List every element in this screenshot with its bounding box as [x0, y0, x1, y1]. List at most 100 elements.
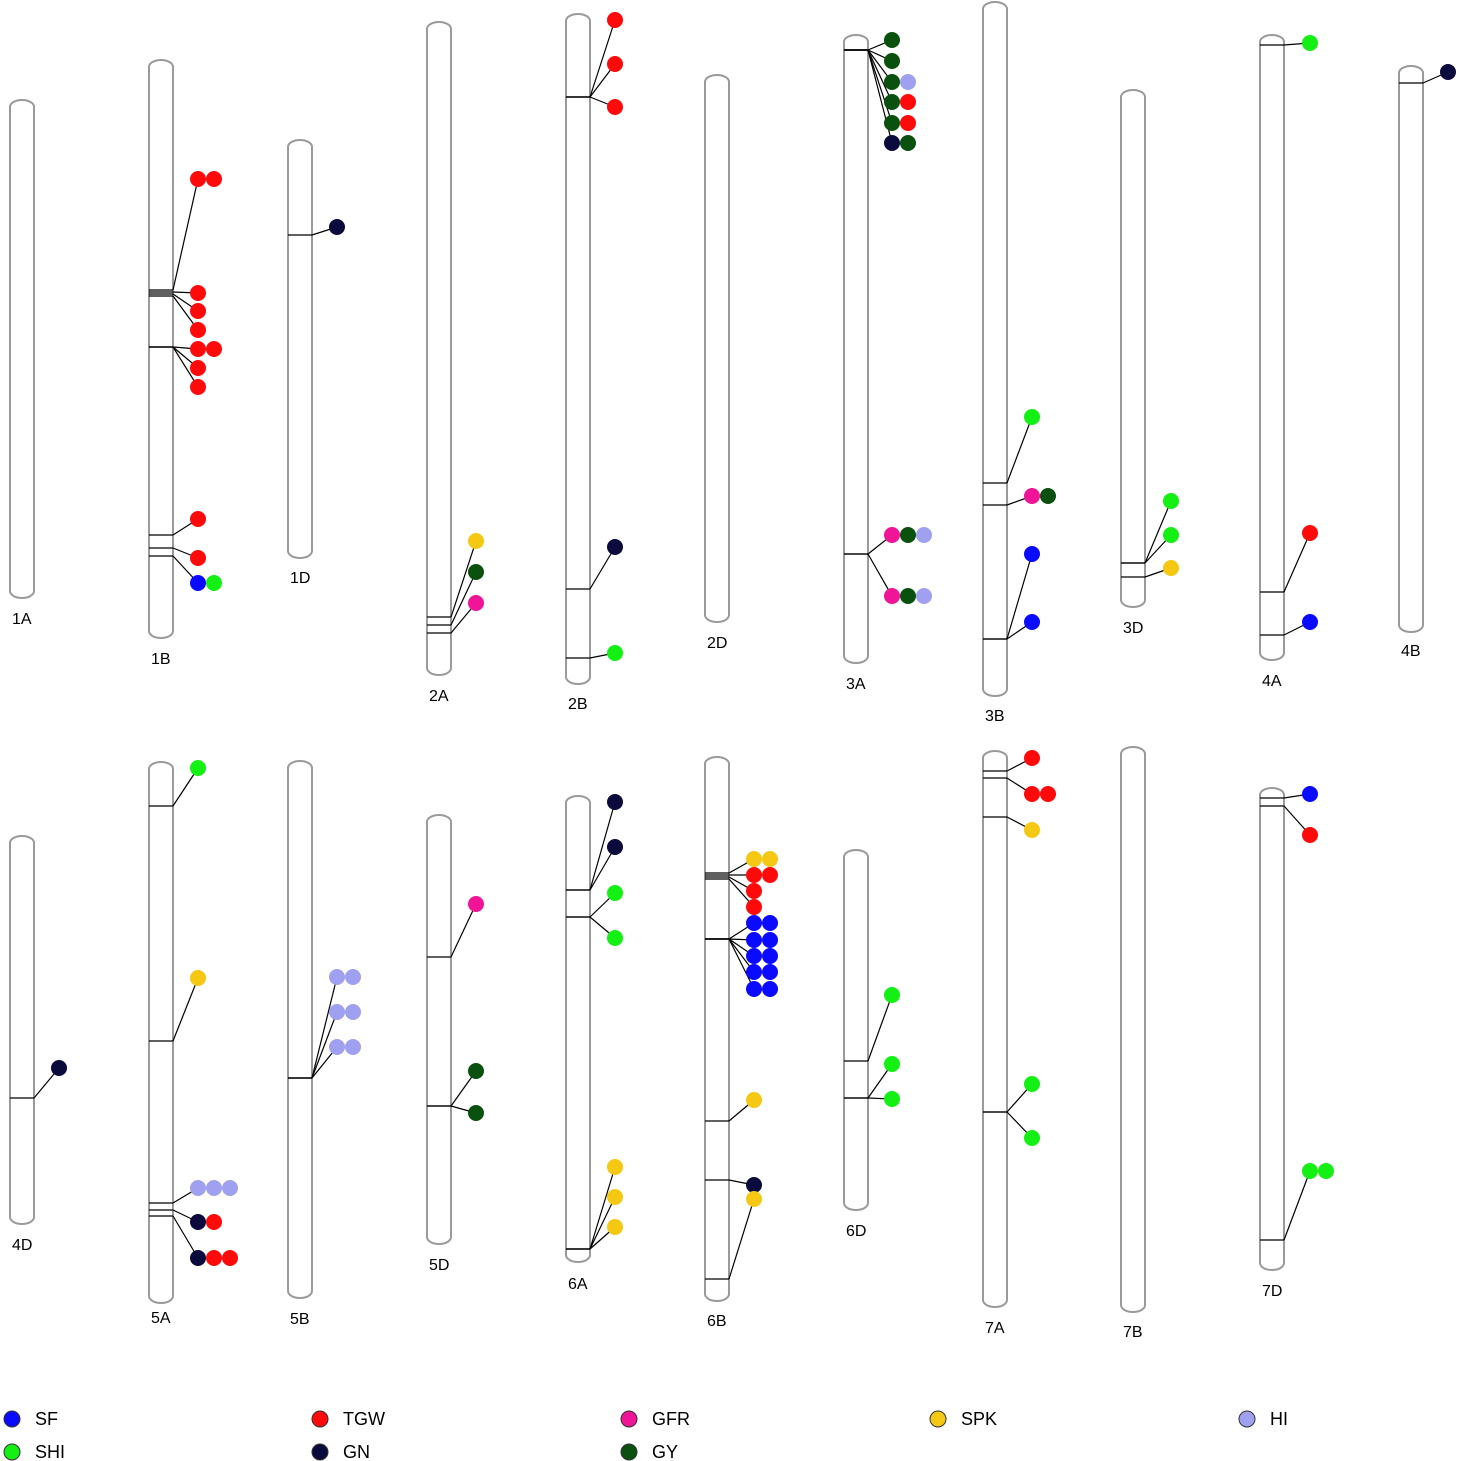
qtl-dot [1024, 614, 1040, 630]
qtl-dot [607, 885, 623, 901]
legend-label: GFR [652, 1409, 690, 1429]
qtl-dot [884, 53, 900, 69]
legend-swatch [1238, 1410, 1256, 1428]
qtl-connector [728, 1198, 755, 1280]
qtl-connector [867, 994, 893, 1062]
qtl-dot [607, 645, 623, 661]
qtl-dot [746, 1177, 762, 1193]
qtl-dot [884, 115, 900, 131]
qtl-dot [607, 12, 623, 28]
qtl-dot [746, 851, 762, 867]
qtl-dot [468, 896, 484, 912]
qtl-dot [329, 219, 345, 235]
qtl-dot [607, 794, 623, 810]
qtl-dot [345, 1039, 361, 1055]
qtl-dot [329, 969, 345, 985]
qtl-dot [900, 527, 916, 543]
qtl-dot [190, 970, 206, 986]
qtl-dot [884, 74, 900, 90]
qtl-dot [1163, 560, 1179, 576]
qtl-dot [884, 135, 900, 151]
qtl-dot [1440, 64, 1456, 80]
chromosome [148, 59, 174, 639]
legend-swatch [620, 1410, 638, 1428]
qtl-dot [1302, 614, 1318, 630]
qtl-dot [329, 1039, 345, 1055]
chromosome-label: 6D [846, 1223, 866, 1240]
qtl-dot [1040, 488, 1056, 504]
chromosome-label: 2D [707, 635, 727, 652]
qtl-dot [190, 575, 206, 591]
chromosome [1259, 34, 1285, 661]
qtl-dot [345, 969, 361, 985]
qtl-dot [1163, 527, 1179, 543]
qtl-connector [1283, 532, 1311, 593]
qtl-dot [607, 99, 623, 115]
legend-swatch [929, 1410, 947, 1428]
qtl-connector [589, 846, 616, 891]
qtl-dot [190, 760, 206, 776]
qtl-dot [746, 883, 762, 899]
qtl-dot [1302, 786, 1318, 802]
chromosome [148, 761, 174, 1304]
chromosome-label: 5A [151, 1310, 171, 1327]
qtl-dot [190, 1214, 206, 1230]
qtl-dot [762, 915, 778, 931]
qtl-dot [607, 56, 623, 72]
qtl-dot [1024, 750, 1040, 766]
qtl-dot [1318, 1163, 1334, 1179]
chromosome-label: 1B [151, 651, 171, 668]
chromosome [982, 1, 1008, 697]
chromosome-label: 1D [290, 570, 310, 587]
qtl-dot [190, 1250, 206, 1266]
qtl-connector [867, 553, 893, 597]
qtl-dot [468, 595, 484, 611]
qtl-dot [1024, 1130, 1040, 1146]
qtl-dot [190, 285, 206, 301]
legend-swatch [3, 1443, 21, 1461]
qtl-dot [607, 1189, 623, 1205]
qtl-dot [607, 1219, 623, 1235]
qtl-dot [884, 32, 900, 48]
chromosome [704, 74, 730, 623]
qtl-dot [190, 550, 206, 566]
qtl-dot [762, 867, 778, 883]
qtl-dot [206, 1250, 222, 1266]
qtl-dot [900, 588, 916, 604]
qtl-dot [206, 575, 222, 591]
qtl-dot [1024, 488, 1040, 504]
qtl-connector [589, 546, 616, 590]
qtl-dot [916, 527, 932, 543]
qtl-connector [589, 19, 616, 98]
chromosome-label: 6A [568, 1276, 588, 1293]
qtl-dot [1024, 1076, 1040, 1092]
chromosome-label: 1A [12, 611, 32, 628]
qtl-dot [746, 1191, 762, 1207]
qtl-dot [884, 1056, 900, 1072]
qtl-connector [450, 903, 477, 958]
qtl-dot [345, 1004, 361, 1020]
qtl-connector [172, 1215, 199, 1259]
qtl-connector [450, 540, 477, 618]
qtl-dot [190, 341, 206, 357]
legend-label: SPK [961, 1409, 997, 1429]
chromosome [704, 756, 730, 1302]
qtl-dot [884, 588, 900, 604]
qtl-dot [1024, 546, 1040, 562]
qtl-connector [867, 49, 893, 124]
qtl-dot [884, 527, 900, 543]
qtl-connector [172, 178, 199, 291]
chromosome-label: 4B [1401, 643, 1421, 660]
chromosome-label: 4D [12, 1237, 32, 1254]
qtl-dot [746, 932, 762, 948]
chromosome [565, 13, 591, 685]
qtl-dot [746, 915, 762, 931]
qtl-dot [206, 1180, 222, 1196]
legend-swatch [311, 1443, 329, 1461]
qtl-dot [746, 964, 762, 980]
qtl-dot [190, 360, 206, 376]
qtl-dot [51, 1060, 67, 1076]
qtl-connector [589, 1196, 616, 1250]
qtl-dot [900, 135, 916, 151]
chromosome-label: 3D [1123, 620, 1143, 637]
